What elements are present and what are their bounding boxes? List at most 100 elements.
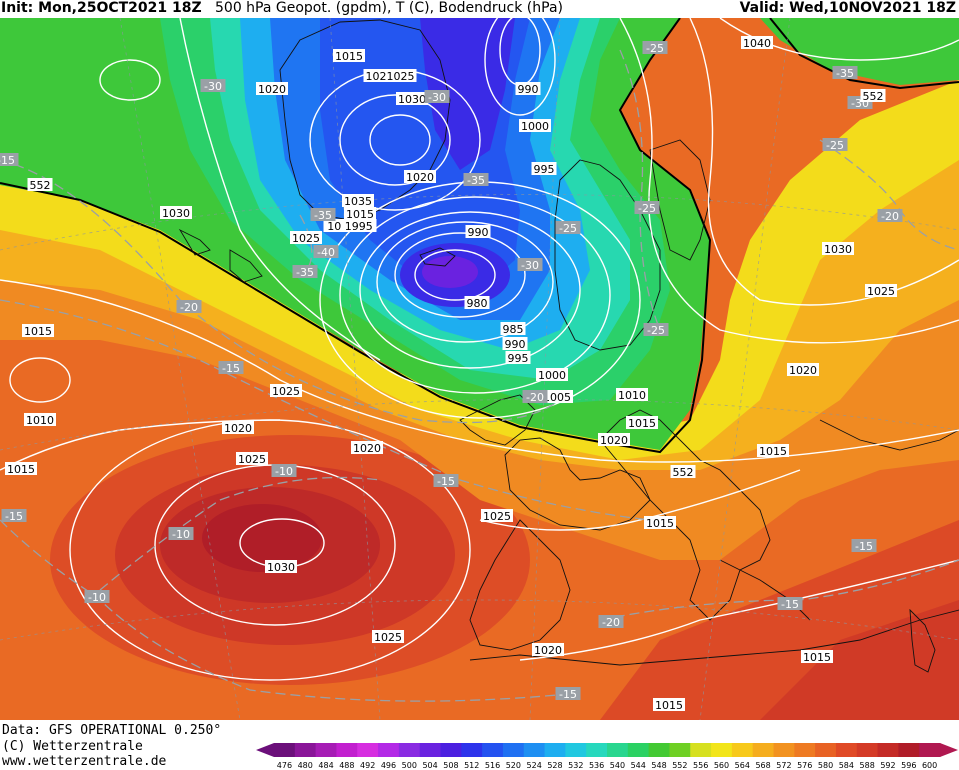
legend-level-label: 496 xyxy=(381,761,396,769)
isobar-label: 995 xyxy=(505,351,531,365)
legend-level-label: 520 xyxy=(506,761,521,769)
temperature-label-box xyxy=(643,323,669,336)
isobar-label-box xyxy=(787,363,819,376)
legend-swatch xyxy=(398,743,421,757)
temperature-label-box xyxy=(168,527,194,540)
temperature-label-text: -20 xyxy=(881,210,899,223)
isobar-label-box xyxy=(22,324,54,337)
temperature-label-text: -15 xyxy=(437,475,455,488)
init-time: Init: Mon,25OCT2021 18Z xyxy=(1,0,202,16)
isobar-label-box xyxy=(822,242,854,255)
temperature-label-box xyxy=(555,687,581,700)
field-500-low xyxy=(422,256,478,288)
isobar-label-box xyxy=(270,384,302,397)
isobar-label: 1015 xyxy=(626,416,658,430)
legend-level-label: 480 xyxy=(298,761,313,769)
legend-swatch xyxy=(565,743,587,757)
temperature-label-text: -20 xyxy=(526,391,544,404)
temperature-label: -10 xyxy=(271,464,297,478)
isobar-label-box xyxy=(481,509,513,522)
isobar-label-text: 1025 xyxy=(272,385,300,398)
legend-level-label: 492 xyxy=(360,761,375,769)
isobar-label-text: 1005 xyxy=(543,391,571,404)
isobar-label: 1025 xyxy=(481,509,513,523)
isobar-label-box xyxy=(351,441,383,454)
isobar-label-box xyxy=(519,119,551,132)
isobar-label-box xyxy=(505,351,531,364)
temperature-label-text: -35 xyxy=(314,209,332,222)
chart-title: 500 hPa Geopot. (gpdm), T (C), Bodendruc… xyxy=(215,0,563,16)
isobar-label: 1000 xyxy=(536,368,568,382)
isobar-label-box xyxy=(265,560,297,573)
isobar-label-box xyxy=(396,92,428,105)
isobar-label-text: 1030 xyxy=(162,207,190,220)
valid-time: Valid: Wed,10NOV2021 18Z xyxy=(739,0,956,16)
legend-swatch xyxy=(690,743,712,757)
isobar-label: 990 xyxy=(465,225,491,239)
temperature-label-box xyxy=(822,138,848,151)
isobar-label: 1015 xyxy=(22,324,54,338)
temperature-label-box xyxy=(433,474,459,487)
isobar-label-text: 990 xyxy=(505,338,526,351)
isobar-label-text: 1015 xyxy=(803,651,831,664)
isobar-label-text: 1025 xyxy=(483,510,511,523)
isobar-label-box xyxy=(404,170,436,183)
legend-swatch xyxy=(627,743,650,757)
website-url: www.wetterzentrale.de xyxy=(2,754,167,769)
isobar-label-text: 990 xyxy=(468,226,489,239)
temperature-label: -15 xyxy=(777,597,803,611)
isobar-label: 1020 xyxy=(598,433,630,447)
isobar-label-text: 1015 xyxy=(335,50,363,63)
temperature-label: -20 xyxy=(598,615,624,629)
isobar-label: 10 1995 xyxy=(323,219,377,233)
temperature-label-box xyxy=(200,79,226,92)
legend-swatch xyxy=(669,743,691,757)
temperature-label-text: -10 xyxy=(275,465,293,478)
isobar-label-text: 1010 xyxy=(26,414,54,427)
isobar-label: 1010 xyxy=(24,413,56,427)
isobar-label-text: 1025 xyxy=(867,285,895,298)
isobar-label-box xyxy=(626,416,658,429)
isobar-label: 1040 xyxy=(741,36,773,50)
legend-swatch xyxy=(419,743,441,757)
isobar-label-text: 1015 xyxy=(646,517,674,530)
field-584-southeast xyxy=(760,600,959,720)
isobar-label-text: 1035 xyxy=(344,195,372,208)
legend-level-label: 544 xyxy=(631,761,646,769)
temperature-label-box xyxy=(84,590,110,603)
temperature-label-box xyxy=(777,597,803,610)
isobar-label-box xyxy=(757,444,789,457)
temperature-label: -15 xyxy=(433,474,459,488)
legend-level-label: 476 xyxy=(277,761,292,769)
legend-level-label: 528 xyxy=(547,761,562,769)
isobar-label-box xyxy=(333,49,365,62)
isobar-label-text: 995 xyxy=(508,352,529,365)
contour-552-labels: 552 552 552 xyxy=(27,89,886,479)
legend-level-label: 556 xyxy=(693,761,708,769)
isobar-label: 1025 xyxy=(270,384,302,398)
legend-level-label: 532 xyxy=(568,761,583,769)
isobar-label: 995 xyxy=(531,162,557,176)
legend-swatch xyxy=(336,743,358,757)
isobar-label-box xyxy=(531,162,557,175)
temperature-label-text: -25 xyxy=(826,139,844,152)
isobar-label-box xyxy=(502,337,528,350)
isotherms xyxy=(0,49,959,702)
legend-level-label: 488 xyxy=(339,761,354,769)
isobar-label-box xyxy=(160,206,192,219)
legend-level-label: 576 xyxy=(797,761,812,769)
legend-swatch xyxy=(607,743,629,757)
isobar-label-box xyxy=(653,698,685,711)
legend-level-label: 564 xyxy=(735,761,750,769)
legend-level-label: 596 xyxy=(901,761,916,769)
temperature-label-box xyxy=(1,509,27,522)
isobar-label-text: 1015 xyxy=(655,699,683,712)
temperature-label: -20 xyxy=(176,300,202,314)
legend-swatch xyxy=(482,743,504,757)
isobar-label: 1015 xyxy=(333,49,365,63)
temperature-label-text: -20 xyxy=(602,616,620,629)
isobar-label-text: 1020 xyxy=(406,171,434,184)
isobar-label: 1020 xyxy=(787,363,819,377)
temperature-label-text: -35 xyxy=(296,266,314,279)
temperature-label-box xyxy=(522,390,548,403)
